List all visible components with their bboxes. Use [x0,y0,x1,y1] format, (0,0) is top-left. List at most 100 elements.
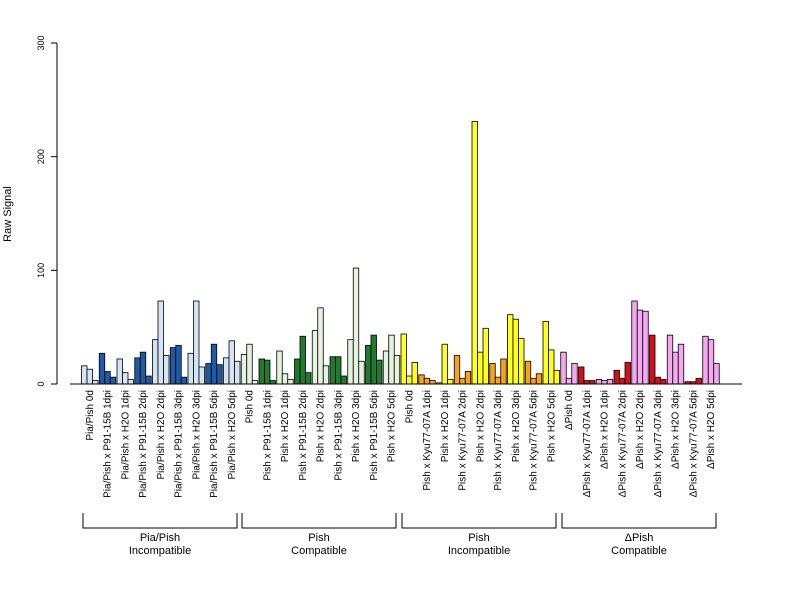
bar [365,344,372,385]
bar [223,357,230,385]
y-tick-label: 100 [36,263,46,278]
bar [601,380,608,385]
x-tick-label: Pia/Pish x H2O 5dpi [227,390,238,480]
bar [636,309,644,385]
bar [393,355,401,385]
x-tick-label: Pish 0d [404,390,415,423]
bar [583,380,590,385]
x-tick-label: Pia/Pish x H2O 1dpi [120,390,131,480]
x-tick-label: Pia/Pish x P91-15B 3dpi [174,390,185,498]
bar [305,372,312,385]
bar [619,377,626,385]
bar [713,363,720,385]
bar [370,334,377,385]
x-tick-label: Pia/Pish x H2O 3dpi [191,390,202,480]
bar [677,343,685,385]
bar [180,376,188,385]
group-bracket [561,513,717,529]
bar [276,350,283,385]
group-brackets: Pia/PishIncompatiblePishCompatiblePishIn… [82,513,717,557]
y-tick-label: 200 [36,149,46,164]
x-tick-label: Pish x P91-15B 3dpi [333,390,344,481]
y-axis: 0 100 200 300 [36,35,58,387]
bar [322,365,330,385]
bar [187,352,194,385]
x-tick-label: Pish x Kyu77-07A 5dpi [529,390,540,491]
bars [81,121,720,385]
bar [571,363,578,385]
x-tick-label: ΔPish 0d [564,390,575,430]
bar [246,343,253,385]
x-tick-label: Pish x P91-15B 5dpi [369,390,380,481]
bar [471,121,478,385]
x-tick-label: Pish 0d [245,390,256,423]
y-axis-label: Raw Signal [2,186,14,242]
bar [92,380,99,385]
x-tick-label: ΔPish x Kyu77-07A 3dpi [653,390,664,497]
bar [240,354,248,385]
bar [542,321,549,385]
bar [441,343,448,385]
x-tick-label: ΔPish x H2O 3dpi [671,390,682,469]
group-label-line1: Pish [468,532,489,544]
bar [606,379,614,385]
y-tick-label: 0 [36,381,46,386]
bar [122,372,129,385]
group-bracket [401,513,557,529]
x-tick-label: Pish x Kyu77-07A 1dpi [422,390,433,491]
bar [507,314,514,385]
bar [482,327,489,385]
bar [317,307,324,385]
bar [251,380,259,385]
bar [707,339,715,385]
bar [175,344,182,385]
bar [216,364,223,385]
bar [228,340,235,385]
bar [524,360,532,385]
bar [287,379,294,385]
bar [512,318,519,385]
x-tick-label: Pish x H2O 3dpi [351,390,362,462]
bar [423,377,431,385]
bar [418,374,425,385]
bar [553,369,560,385]
group-bracket [241,513,397,529]
bar [695,377,702,385]
x-tick-label: Pia/Pish x H2O 2dpi [156,390,167,480]
bar [411,362,418,385]
bar [210,343,218,385]
group-label-line2: Incompatible [129,545,191,557]
bar [104,371,111,385]
bar [163,355,170,385]
bar [464,371,472,385]
bar [193,300,200,385]
bar [340,375,347,385]
x-tick-label: Pish x Kyu77-07A 3dpi [493,390,504,491]
bar [139,351,147,385]
group-label-line2: Compatible [611,545,667,557]
bar [613,369,620,385]
bar [264,359,271,385]
bar [595,379,603,385]
bar [518,338,525,385]
bar [429,380,436,385]
x-tick-label: Pish x P91-15B 1dpi [262,390,273,481]
x-tick-label: ΔPish x Kyu77-07A 5dpi [688,390,699,497]
bar [624,362,631,385]
bar [335,356,342,385]
bar [81,365,88,385]
bar [459,377,466,385]
bar [589,380,596,385]
bar [198,366,205,385]
x-tick-label: Pia/Pish x P91-15B 1dpi [103,390,114,498]
x-tick-label: Pish x H2O 1dpi [280,390,291,462]
bar [702,335,709,385]
bar [560,351,567,385]
bar [666,334,674,385]
x-tick-label: ΔPish x Kyu77-07A 1dpi [582,390,593,497]
bar [311,330,319,385]
bar [157,300,164,385]
bar [649,334,656,385]
bar [447,379,454,385]
bar [116,358,123,385]
